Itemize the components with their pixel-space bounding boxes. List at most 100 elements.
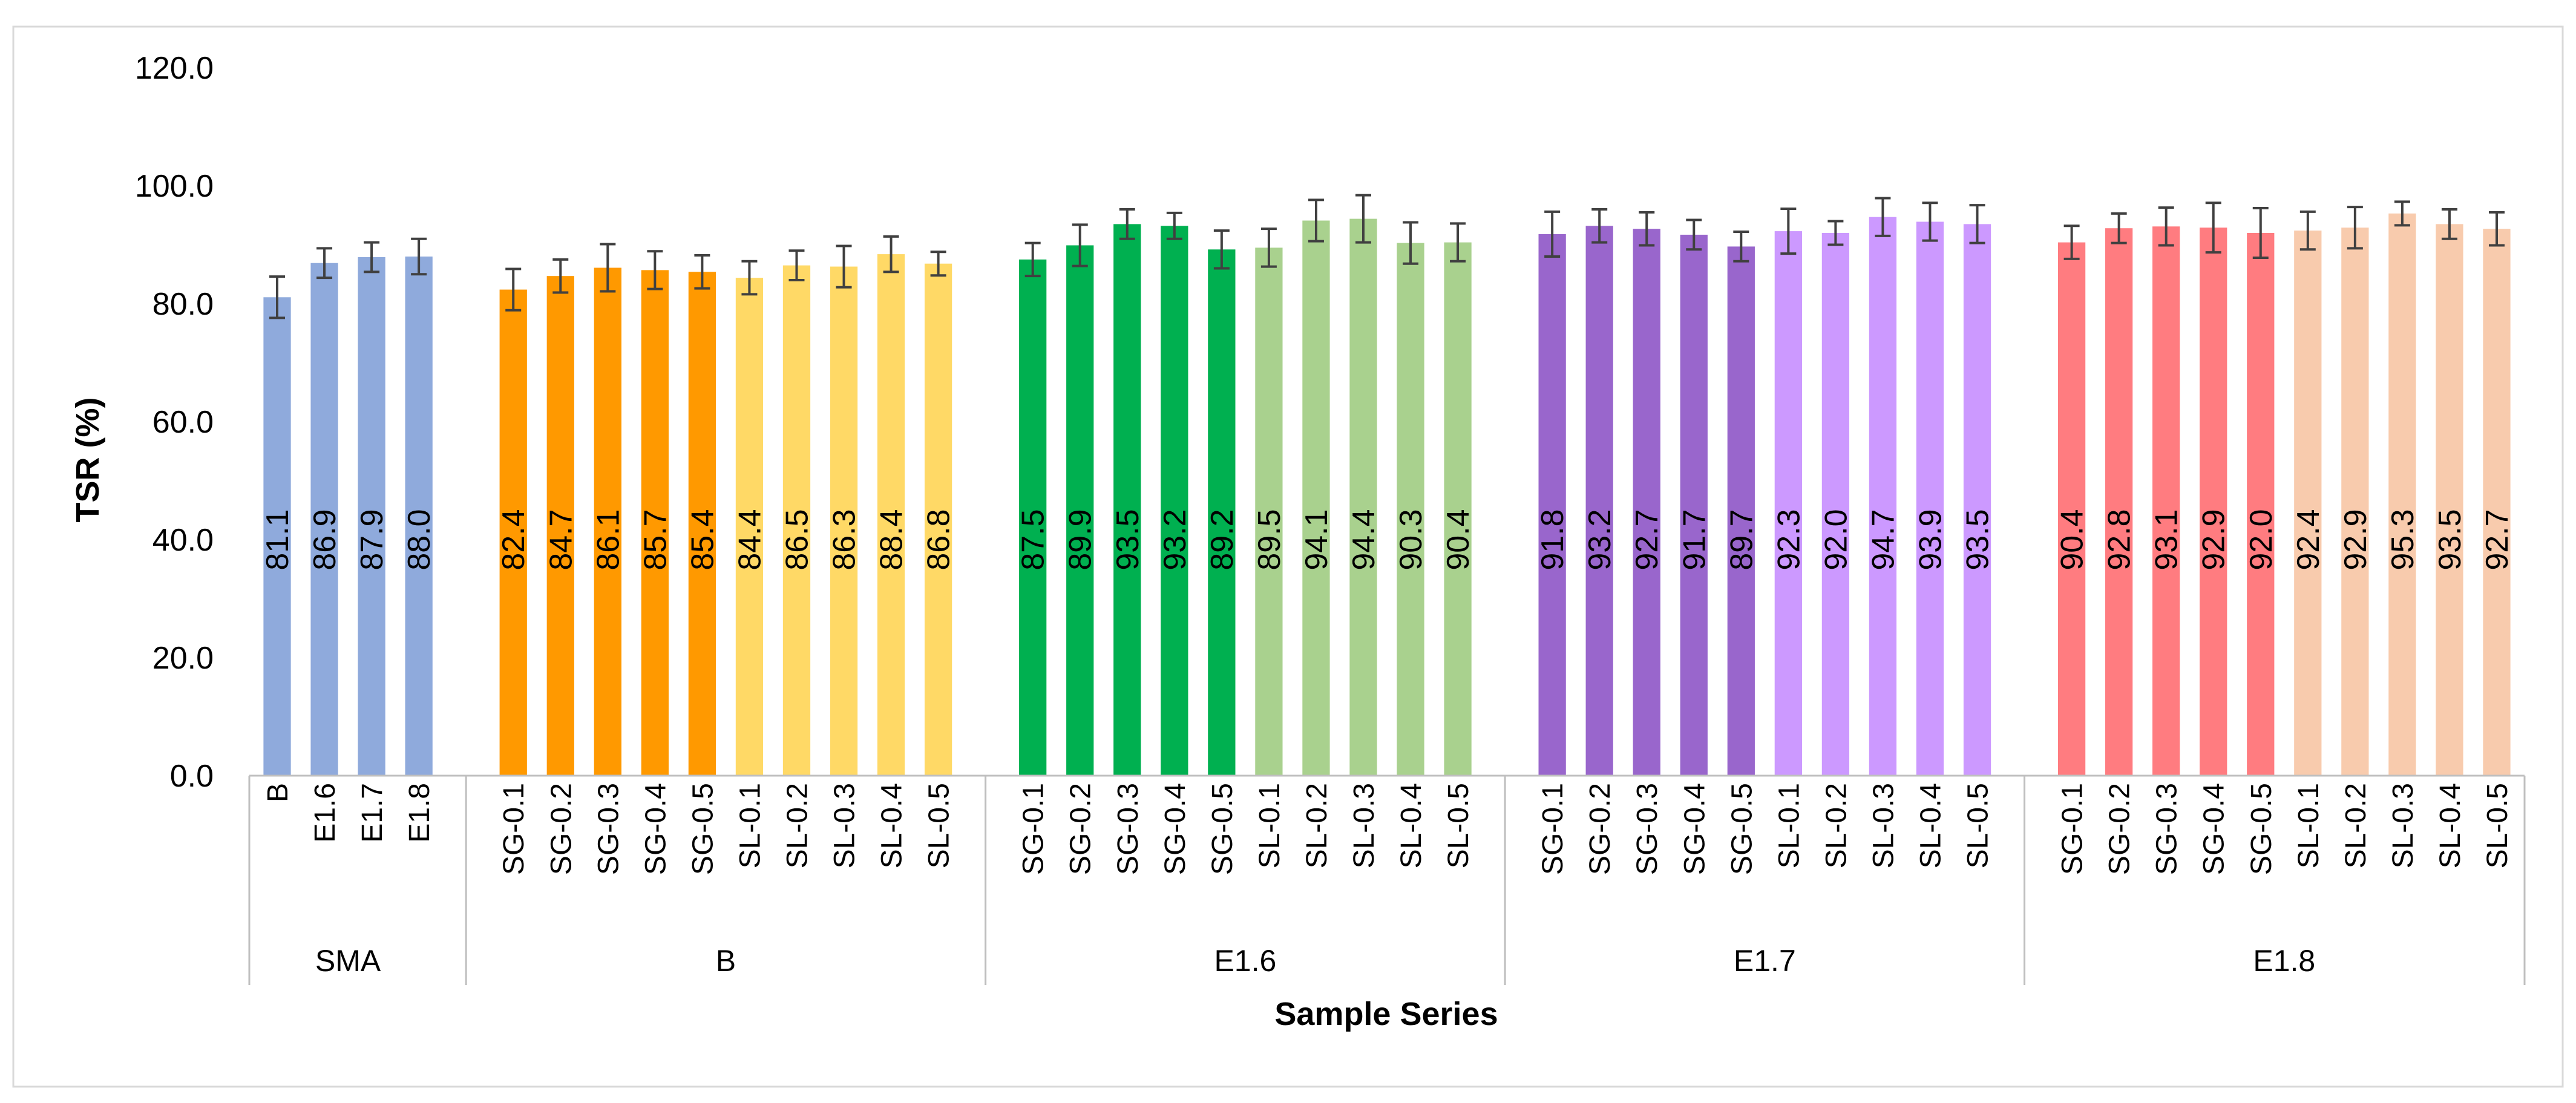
bar-value-label: 90.3	[1394, 509, 1429, 570]
y-tick-label: 80.0	[152, 287, 214, 322]
category-label: SG-0.1	[1537, 783, 1569, 875]
category-label: SL-0.4	[2434, 783, 2466, 868]
bar-value-label: 89.7	[1724, 509, 1759, 570]
category-label: SG-0.1	[1018, 783, 1050, 875]
bar	[1727, 246, 1755, 776]
category-label: SL-0.3	[1867, 783, 1899, 868]
bar-value-label: 92.4	[2291, 509, 2326, 570]
category-label: SL-0.2	[781, 783, 813, 868]
category-label: SL-0.5	[1962, 783, 1994, 868]
bar	[1538, 234, 1566, 776]
y-tick-label: 20.0	[152, 641, 214, 676]
bar	[1585, 226, 1613, 776]
category-label: SG-0.3	[2151, 783, 2183, 875]
bar	[1302, 220, 1330, 776]
bar	[1397, 243, 1424, 776]
bar-value-label: 86.8	[922, 509, 957, 570]
bar	[1255, 247, 1283, 776]
category-label: SG-0.3	[1631, 783, 1663, 875]
group-label: E1.8	[2253, 944, 2315, 978]
bar-value-label: 94.7	[1866, 509, 1901, 570]
bar	[641, 270, 669, 776]
group-label: SMA	[315, 944, 381, 978]
category-label: SG-0.5	[687, 783, 719, 875]
bar	[1680, 234, 1708, 776]
category-label: SL-0.4	[1915, 783, 1947, 868]
bar	[1208, 249, 1236, 776]
bar	[1349, 218, 1377, 776]
bar	[546, 276, 574, 776]
bar-value-label: 90.4	[1441, 509, 1476, 570]
x-axis	[248, 774, 2526, 985]
bar-value-label: 88.0	[402, 509, 437, 570]
category-label: SL-0.2	[1820, 783, 1852, 868]
category-label: E1.7	[356, 783, 388, 843]
bar-value-label: 92.0	[1818, 509, 1853, 570]
category-label: SL-0.5	[1443, 783, 1475, 868]
group-label: E1.6	[1214, 944, 1276, 978]
bar-value-label: 86.3	[827, 509, 862, 570]
bar	[2436, 224, 2463, 776]
bar-value-label: 93.2	[1582, 509, 1617, 570]
category-label: SG-0.4	[1159, 783, 1191, 875]
bar-value-label: 89.5	[1252, 509, 1287, 570]
bar	[735, 278, 764, 776]
bar-value-label: 84.4	[732, 509, 767, 570]
bar-value-label: 93.1	[2149, 509, 2184, 570]
category-label: SL-0.3	[2387, 783, 2419, 868]
bar	[1066, 245, 1094, 776]
group-label: E1.7	[1734, 944, 1796, 978]
category-label: SL-0.5	[923, 783, 955, 868]
bar-value-label: 92.9	[2197, 509, 2232, 570]
bar	[1633, 229, 1660, 776]
bar-value-label: 87.5	[1016, 509, 1051, 570]
category-label: SL-0.1	[2293, 783, 2325, 868]
bar	[782, 265, 811, 776]
category-label: SG-0.3	[592, 783, 624, 875]
bar-value-label: 84.7	[543, 509, 578, 570]
bar-value-label: 82.4	[496, 509, 531, 570]
bar-value-label: 89.2	[1205, 509, 1240, 570]
bars: 81.1 86.9 87.9 88.0 82.4 84.7 86.1 85.7 85.4 84.4…	[260, 194, 2515, 776]
bar-value-label: 90.4	[2055, 509, 2090, 570]
category-label: SL-0.2	[1301, 783, 1333, 868]
bar-value-label: 88.4	[874, 509, 909, 570]
bar-value-label: 86.5	[779, 509, 814, 570]
bar	[405, 257, 433, 776]
bar	[263, 297, 291, 776]
bar	[1113, 224, 1141, 776]
category-label: SL-0.1	[1773, 783, 1805, 868]
y-tick-label: 120.0	[135, 51, 214, 86]
bar-value-label: 93.5	[1961, 509, 1996, 570]
bar	[358, 257, 385, 776]
category-label: SL-0.1	[734, 783, 766, 868]
y-tick-label: 60.0	[152, 405, 214, 440]
bar-value-label: 95.3	[2385, 509, 2420, 570]
bar-value-label: 92.0	[2244, 509, 2279, 570]
bar	[688, 272, 716, 776]
bar-value-label: 89.9	[1063, 509, 1098, 570]
bar-value-label: 87.9	[355, 509, 390, 570]
category-label: SG-0.5	[2246, 783, 2278, 875]
category-label: SG-0.5	[1726, 783, 1758, 875]
category-label: B	[262, 783, 294, 802]
bar	[1019, 259, 1047, 776]
bar-value-label: 92.7	[2480, 509, 2515, 570]
bar-value-label: 94.4	[1346, 509, 1381, 570]
category-label: SG-0.5	[1207, 783, 1239, 875]
y-axis-ticks: 0.0 20.0 40.0 60.0 80.0 100.0 120.0	[135, 51, 214, 794]
category-label: SL-0.3	[1348, 783, 1380, 868]
bar	[924, 263, 952, 776]
bar-value-label: 93.2	[1158, 509, 1193, 570]
category-label: SL-0.4	[1395, 783, 1427, 868]
category-label: SG-0.2	[1065, 783, 1097, 875]
category-label: SG-0.4	[2198, 783, 2230, 875]
bar-value-label: 93.9	[1913, 509, 1948, 570]
category-label: SG-0.1	[2057, 783, 2089, 875]
bar	[310, 263, 338, 776]
x-axis-title: Sample Series	[1274, 996, 1498, 1032]
bar	[2105, 228, 2133, 776]
bar	[1444, 242, 1472, 776]
